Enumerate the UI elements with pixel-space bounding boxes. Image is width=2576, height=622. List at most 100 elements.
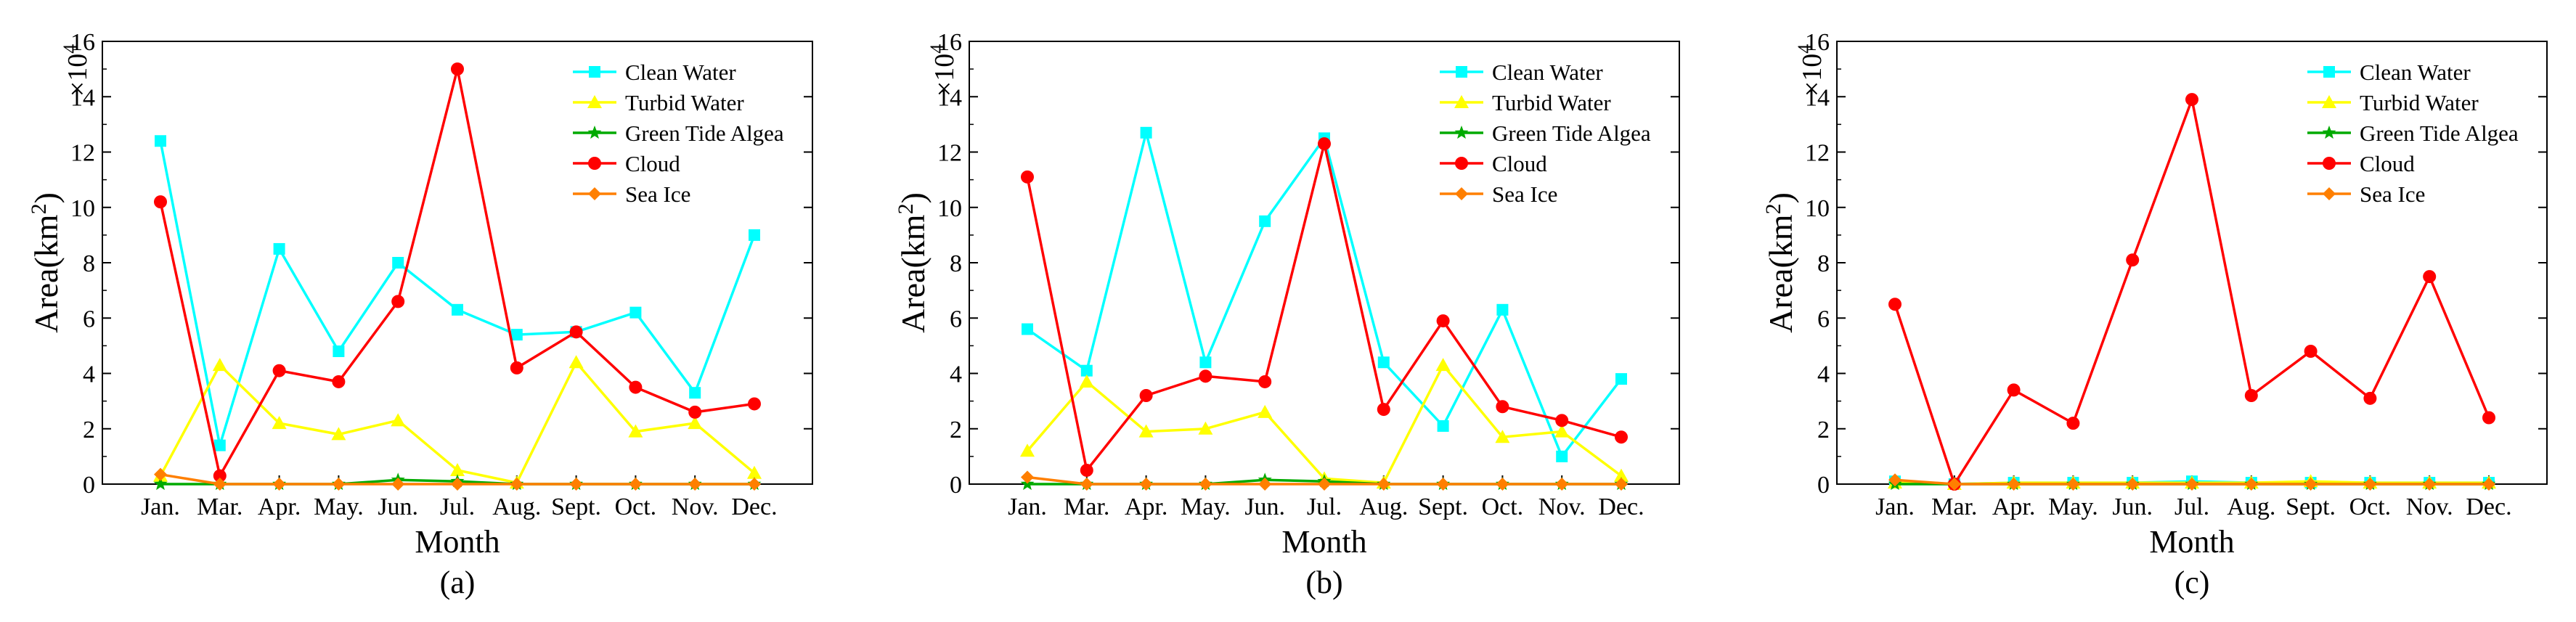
x-tick-label: Jul. bbox=[2174, 494, 2209, 520]
data-point bbox=[749, 229, 760, 241]
x-tick-label: Oct. bbox=[2349, 494, 2392, 520]
data-point bbox=[1020, 443, 1035, 457]
data-point bbox=[1436, 478, 1450, 491]
data-point bbox=[155, 135, 166, 147]
data-point bbox=[1888, 298, 1902, 311]
y-tick-label: 10 bbox=[70, 195, 95, 222]
y-tick-label: 14 bbox=[937, 84, 962, 111]
y-tick-label: 12 bbox=[70, 140, 95, 167]
x-tick-label: Apr. bbox=[1125, 494, 1168, 520]
legend-label: Cloud bbox=[625, 151, 680, 176]
x-tick-label: Jun. bbox=[1244, 494, 1285, 520]
data-point bbox=[272, 364, 286, 377]
data-point bbox=[629, 306, 642, 319]
series-turbid-water bbox=[153, 355, 762, 489]
data-point bbox=[1198, 421, 1213, 435]
data-point bbox=[332, 478, 346, 491]
data-point bbox=[510, 478, 523, 491]
data-point bbox=[154, 195, 167, 209]
data-point bbox=[1377, 356, 1390, 369]
data-point bbox=[629, 478, 643, 491]
x-tick-label: Dec. bbox=[731, 494, 777, 520]
y-scale-multiplier: ×104 bbox=[1794, 44, 1827, 97]
data-point bbox=[1554, 424, 1570, 438]
data-point bbox=[1555, 478, 1569, 491]
x-tick-label: Sept. bbox=[551, 494, 601, 520]
x-tick-label: Nov. bbox=[672, 494, 719, 520]
data-point bbox=[1496, 478, 1509, 491]
series-clean-water bbox=[155, 135, 760, 451]
y-tick-label: 0 bbox=[1817, 472, 1830, 499]
data-point bbox=[212, 358, 227, 372]
data-point bbox=[450, 462, 465, 476]
data-point bbox=[391, 295, 405, 308]
x-tick-label: Jun. bbox=[2112, 494, 2153, 520]
data-point bbox=[2244, 478, 2258, 491]
data-point bbox=[1022, 323, 1033, 335]
y-tick-label: 6 bbox=[1817, 306, 1830, 332]
data-point bbox=[1495, 430, 1510, 443]
x-tick-label: Nov. bbox=[1538, 494, 1586, 520]
legend-label: Green Tide Algea bbox=[2360, 120, 2519, 146]
data-point bbox=[2185, 93, 2198, 107]
y-tick-label: 4 bbox=[83, 361, 95, 388]
legend: Clean Water Turbid Water Green Tide Algea C… bbox=[2307, 60, 2519, 207]
data-point bbox=[1258, 478, 1272, 491]
data-point bbox=[2126, 478, 2140, 491]
y-tick-label: 6 bbox=[83, 306, 95, 332]
legend-marker bbox=[587, 126, 602, 139]
panel-caption: (a) bbox=[440, 565, 476, 600]
legend-label: Cloud bbox=[2360, 151, 2415, 176]
data-point bbox=[1496, 400, 1509, 414]
data-point bbox=[331, 427, 346, 441]
legend-label: Green Tide Algea bbox=[1492, 120, 1651, 146]
x-tick-label: Oct. bbox=[615, 494, 657, 520]
data-point bbox=[1436, 314, 1450, 328]
y-tick-label: 12 bbox=[1805, 140, 1830, 167]
data-point bbox=[1496, 303, 1509, 316]
series-sea-ice bbox=[154, 467, 761, 491]
data-point bbox=[213, 439, 226, 451]
data-point bbox=[1080, 463, 1093, 477]
data-point bbox=[1139, 478, 1153, 491]
data-point bbox=[1080, 364, 1093, 377]
legend-marker bbox=[2323, 66, 2335, 78]
x-tick-label: Mar. bbox=[1931, 494, 1977, 520]
legend-label: Turbid Water bbox=[2360, 90, 2479, 115]
data-point bbox=[452, 303, 463, 316]
y-tick-label: 16 bbox=[937, 29, 962, 56]
data-point bbox=[1080, 478, 1093, 491]
data-point bbox=[628, 424, 643, 438]
x-axis-label: Month bbox=[2149, 524, 2234, 560]
x-tick-label: Mar. bbox=[1064, 494, 1109, 520]
data-point bbox=[569, 478, 583, 491]
data-point bbox=[273, 242, 285, 255]
data-point bbox=[392, 257, 404, 269]
legend-marker bbox=[1454, 95, 1469, 108]
data-point bbox=[1947, 478, 1961, 491]
panel-caption: (b) bbox=[1305, 565, 1342, 600]
y-tick-label: 2 bbox=[950, 417, 962, 443]
x-tick-label: Dec. bbox=[1598, 494, 1644, 520]
data-point bbox=[272, 416, 287, 430]
legend-marker bbox=[589, 66, 600, 78]
x-tick-label: Jan. bbox=[1008, 494, 1047, 520]
legend-marker bbox=[2323, 187, 2336, 200]
data-point bbox=[2363, 391, 2377, 405]
y-tick-label: 14 bbox=[1805, 84, 1830, 111]
legend-label: Cloud bbox=[1492, 151, 1547, 176]
y-tick-label: 8 bbox=[950, 250, 962, 277]
data-point bbox=[1021, 170, 1034, 184]
data-point bbox=[510, 361, 523, 375]
x-tick-label: Aug. bbox=[1359, 494, 1408, 520]
data-point bbox=[689, 387, 701, 399]
y-tick-label: 14 bbox=[70, 84, 95, 111]
legend-marker bbox=[2322, 126, 2336, 139]
x-tick-label: Jun. bbox=[378, 494, 418, 520]
legend-marker bbox=[587, 95, 602, 108]
x-tick-label: Nov. bbox=[2406, 494, 2453, 520]
data-point bbox=[1318, 137, 1331, 151]
legend-marker bbox=[1455, 187, 1468, 200]
data-point bbox=[2304, 478, 2318, 491]
